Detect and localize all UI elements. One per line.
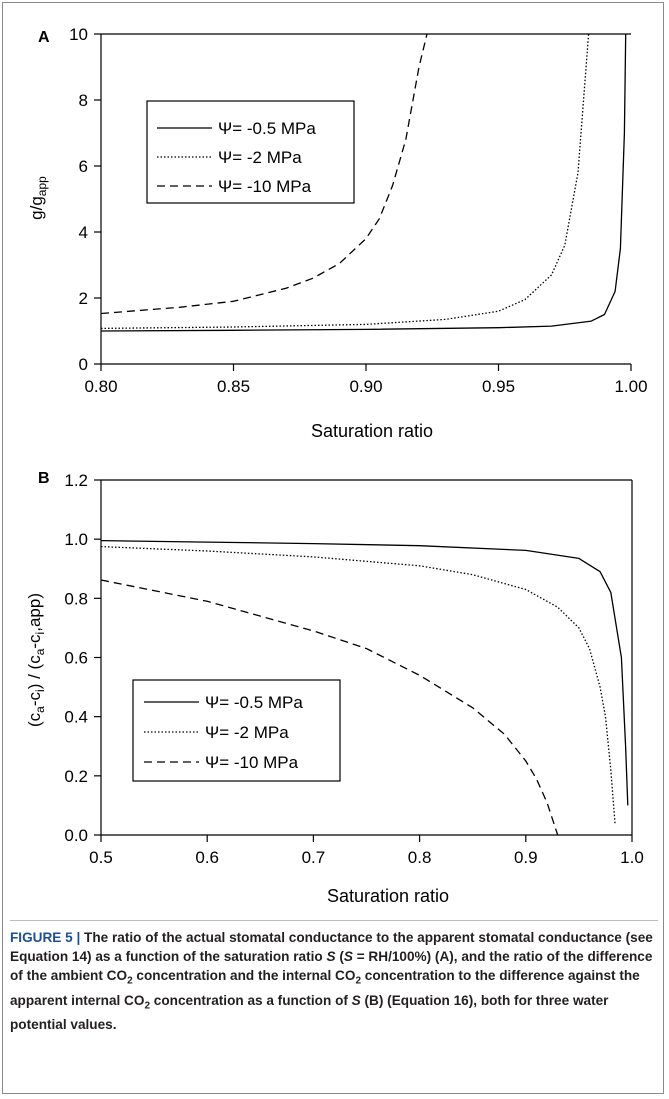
series-line-dotted [100, 33, 590, 330]
y-tick-label: 2 [79, 289, 88, 308]
x-tick-label: 0.85 [217, 377, 250, 396]
panel-b-label: B [38, 470, 50, 487]
legend-a-label-1: Ψ= -0.5 MPa [218, 119, 316, 138]
y-tick-label: 0.2 [64, 767, 88, 786]
figure-caption: FIGURE 5 | The ratio of the actual stoma… [10, 930, 653, 1033]
panel-b-plot [100, 539, 629, 836]
caption-figure-label: FIGURE 5 | [10, 930, 81, 945]
series-line-solid [100, 539, 629, 806]
x-tick-label: 0.95 [482, 377, 515, 396]
panel-b-axes: 0.5 0.6 0.7 0.8 0.9 1.0 0.0 0.2 0.4 0.6 0.8 1.0 1.2 [64, 471, 643, 867]
panel-b-xlabel: Saturation ratio [327, 886, 449, 906]
panel-b-legend-box [132, 679, 341, 782]
x-tick-label: 0.6 [195, 848, 219, 867]
y-tick-label: 8 [79, 91, 88, 110]
figure-charts: A Saturation ratio g/gapp 0.80 0.85 0.90 0.… [25, 25, 648, 906]
y-tick-label: 0.4 [64, 708, 88, 727]
x-tick-label: 0.5 [89, 848, 113, 867]
y-tick-label: 0.8 [64, 589, 88, 608]
panel-a-plot [100, 33, 627, 332]
panel-b-ylabel: (ca-ci) / (ca-ci,app) [25, 593, 47, 727]
series-line-dashed [100, 579, 559, 836]
y-tick-label: 4 [79, 223, 88, 242]
x-tick-label: 0.8 [408, 848, 432, 867]
panel-a: A Saturation ratio g/gapp 0.80 0.85 0.90 0.… [27, 25, 648, 441]
series-line-solid [100, 33, 627, 332]
x-tick-label: 0.90 [349, 377, 382, 396]
y-tick-label: 0 [79, 355, 88, 374]
panel-b: B Saturation ratio (ca-ci) / (ca-ci,app)… [25, 470, 644, 906]
legend-a-label-3: Ψ= -10 MPa [218, 177, 312, 196]
x-tick-label: 1.00 [614, 377, 647, 396]
legend-a-label-2: Ψ= -2 MPa [218, 148, 302, 167]
y-tick-label: 0.0 [64, 826, 88, 845]
panel-b-legend: Ψ= -0.5 MPa Ψ= -2 MPa Ψ= -10 MPa [132, 679, 341, 782]
y-tick-label: 6 [79, 157, 88, 176]
panel-a-legend: Ψ= -0.5 MPa Ψ= -2 MPa Ψ= -10 MPa [146, 100, 355, 204]
y-tick-label: 1.0 [64, 530, 88, 549]
panel-a-label: A [38, 29, 50, 46]
panel-a-xlabel: Saturation ratio [311, 421, 433, 441]
panel-a-legend-box [146, 100, 355, 204]
legend-b-label-2: Ψ= -2 MPa [205, 723, 289, 742]
x-tick-label: 0.7 [302, 848, 326, 867]
caption-divider [10, 920, 658, 921]
x-tick-label: 1.0 [620, 848, 644, 867]
series-line-dashed [100, 33, 428, 315]
y-tick-label: 0.6 [64, 649, 88, 668]
legend-b-label-3: Ψ= -10 MPa [205, 753, 299, 772]
panel-a-ylabel: g/gapp [27, 176, 49, 220]
panel-a-axes: 0.80 0.85 0.90 0.95 1.00 0 2 4 6 8 10 [69, 25, 647, 396]
x-tick-label: 0.80 [84, 377, 117, 396]
x-tick-label: 0.9 [514, 848, 538, 867]
legend-b-label-1: Ψ= -0.5 MPa [205, 693, 303, 712]
y-tick-label: 1.2 [64, 471, 88, 490]
y-tick-label: 10 [69, 25, 88, 44]
